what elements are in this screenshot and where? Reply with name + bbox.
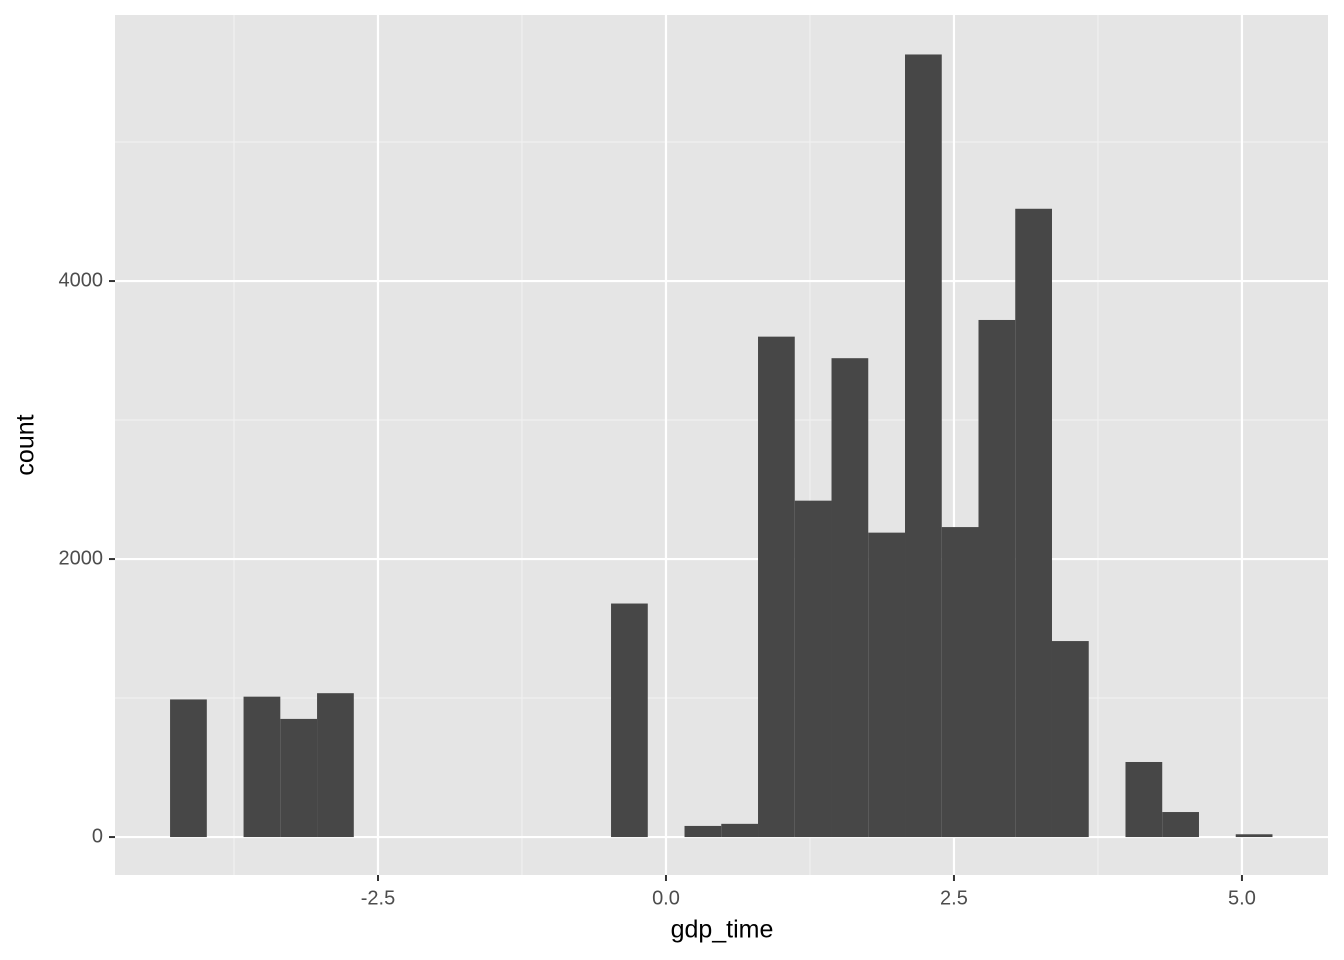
histogram-bar [170,699,207,838]
histogram-bar [684,825,722,838]
histogram-bar [1162,812,1199,838]
y-tick-label: 0 [92,825,103,847]
histogram-bar [1015,208,1052,838]
x-tick-label: 5.0 [1228,887,1256,909]
y-tick-label: 2000 [59,547,104,569]
histogram-bar [317,693,354,838]
histogram-bar [280,718,318,838]
y-tick-label: 4000 [59,269,104,291]
histogram-bar [243,696,281,838]
x-tick-label: 2.5 [940,887,968,909]
histogram-bar [1235,834,1273,838]
histogram-bar [721,823,759,838]
histogram-bar [758,336,795,838]
histogram-bar [794,500,832,838]
y-axis-title: count [12,414,40,475]
histogram-bar [868,532,906,838]
histogram-bar [1125,761,1163,838]
histogram-bar [978,319,1016,838]
histogram-bar [831,358,869,838]
x-axis-title: gdp_time [671,916,774,944]
histogram-bar [1051,641,1089,838]
x-tick-label: -2.5 [361,887,395,909]
histogram-bar [941,527,979,838]
x-tick-label: 0.0 [652,887,680,909]
histogram-bar [611,603,648,838]
histogram-bar [905,54,942,838]
